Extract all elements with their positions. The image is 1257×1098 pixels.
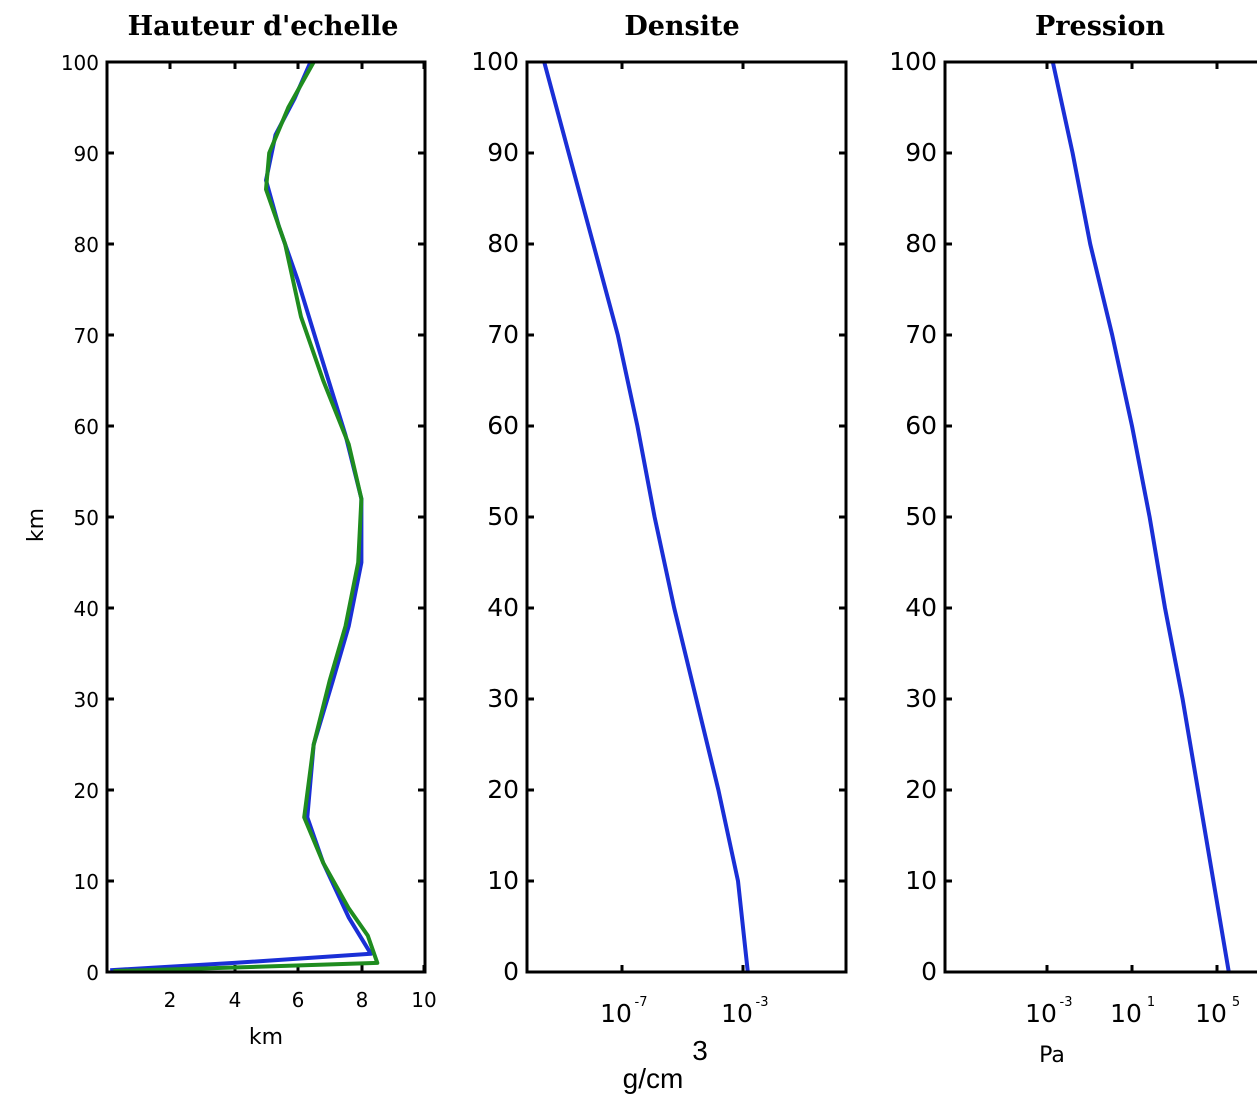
y-tick-label: 10	[74, 870, 99, 894]
y-tick-label: 40	[74, 597, 99, 621]
subplot-title: Pression	[1035, 11, 1165, 42]
y-tick-label: 80	[905, 229, 937, 258]
y-axis-label: km	[24, 508, 49, 542]
y-tick-label: 90	[487, 138, 519, 167]
y-tick-label: 100	[889, 47, 937, 76]
x-axis-label: g/cm	[623, 1063, 684, 1094]
x-axis-label: km	[249, 1025, 283, 1050]
x-tick-label: 10	[1110, 999, 1142, 1028]
y-tick-label: 70	[74, 324, 99, 348]
x-tick-label: 10	[721, 999, 753, 1028]
y-tick-label: 100	[471, 47, 519, 76]
y-tick-label: 60	[905, 411, 937, 440]
y-tick-label: 50	[905, 502, 937, 531]
x-tick-label: 8	[356, 988, 369, 1012]
series-line-1	[1050, 61, 1231, 973]
x-tick-label: 4	[229, 988, 242, 1012]
y-tick-label: 90	[905, 138, 937, 167]
subplot-1: Hauteur d'echelle 0 10 20 30 40 50 60 70 80 90 100 2…	[24, 11, 437, 1050]
y-tick-label: 20	[487, 775, 519, 804]
plot-frame	[105, 60, 427, 974]
y-tick-label: 100	[61, 51, 99, 75]
x-tick-label: 10	[1025, 999, 1057, 1028]
y-tick-label: 60	[487, 411, 519, 440]
y-tick-label: 70	[487, 320, 519, 349]
y-tick-label: 30	[905, 684, 937, 713]
y-tick-label: 0	[921, 957, 937, 986]
series-line-2	[113, 61, 380, 974]
x-tick-label: 10	[600, 999, 632, 1028]
y-tick-label: 80	[74, 233, 99, 257]
x-axis-label-exponent: 3	[692, 1035, 708, 1066]
y-tick-label: 30	[487, 684, 519, 713]
y-tick-label: 50	[74, 506, 99, 530]
x-tick-label-exponent: -3	[756, 995, 769, 1010]
y-tick-label: 20	[905, 775, 937, 804]
y-tick-label: 50	[487, 502, 519, 531]
y-tick-label: 10	[487, 866, 519, 895]
x-tick-label-exponent: -7	[635, 995, 648, 1010]
y-tick-label: 80	[487, 229, 519, 258]
subplot-title: Densite	[624, 11, 739, 42]
y-tick-label: 40	[905, 593, 937, 622]
y-tick-label: 30	[74, 688, 99, 712]
subplot-title: Hauteur d'echelle	[128, 11, 399, 42]
plot-frame	[943, 60, 1257, 974]
x-tick-label-exponent: -3	[1060, 995, 1073, 1010]
y-tick-label: 10	[905, 866, 937, 895]
plot-frame	[525, 60, 848, 974]
x-tick-label: 2	[164, 988, 177, 1012]
x-axis-label: Pa	[1039, 1043, 1065, 1068]
x-tick-label-exponent: 5	[1232, 995, 1240, 1010]
series-line-1	[110, 61, 373, 973]
x-tick-label: 10	[411, 988, 436, 1012]
y-tick-label: 70	[905, 320, 937, 349]
x-tick-label: 6	[292, 988, 305, 1012]
y-tick-label: 20	[74, 779, 99, 803]
y-tick-label: 60	[74, 415, 99, 439]
x-tick-label: 10	[1195, 999, 1227, 1028]
y-tick-label: 90	[74, 142, 99, 166]
y-tick-label: 40	[487, 593, 519, 622]
y-tick-label: 0	[86, 961, 99, 985]
x-tick-label-exponent: 1	[1147, 995, 1155, 1010]
y-tick-label: 0	[503, 957, 519, 986]
series-line-1	[542, 61, 750, 973]
